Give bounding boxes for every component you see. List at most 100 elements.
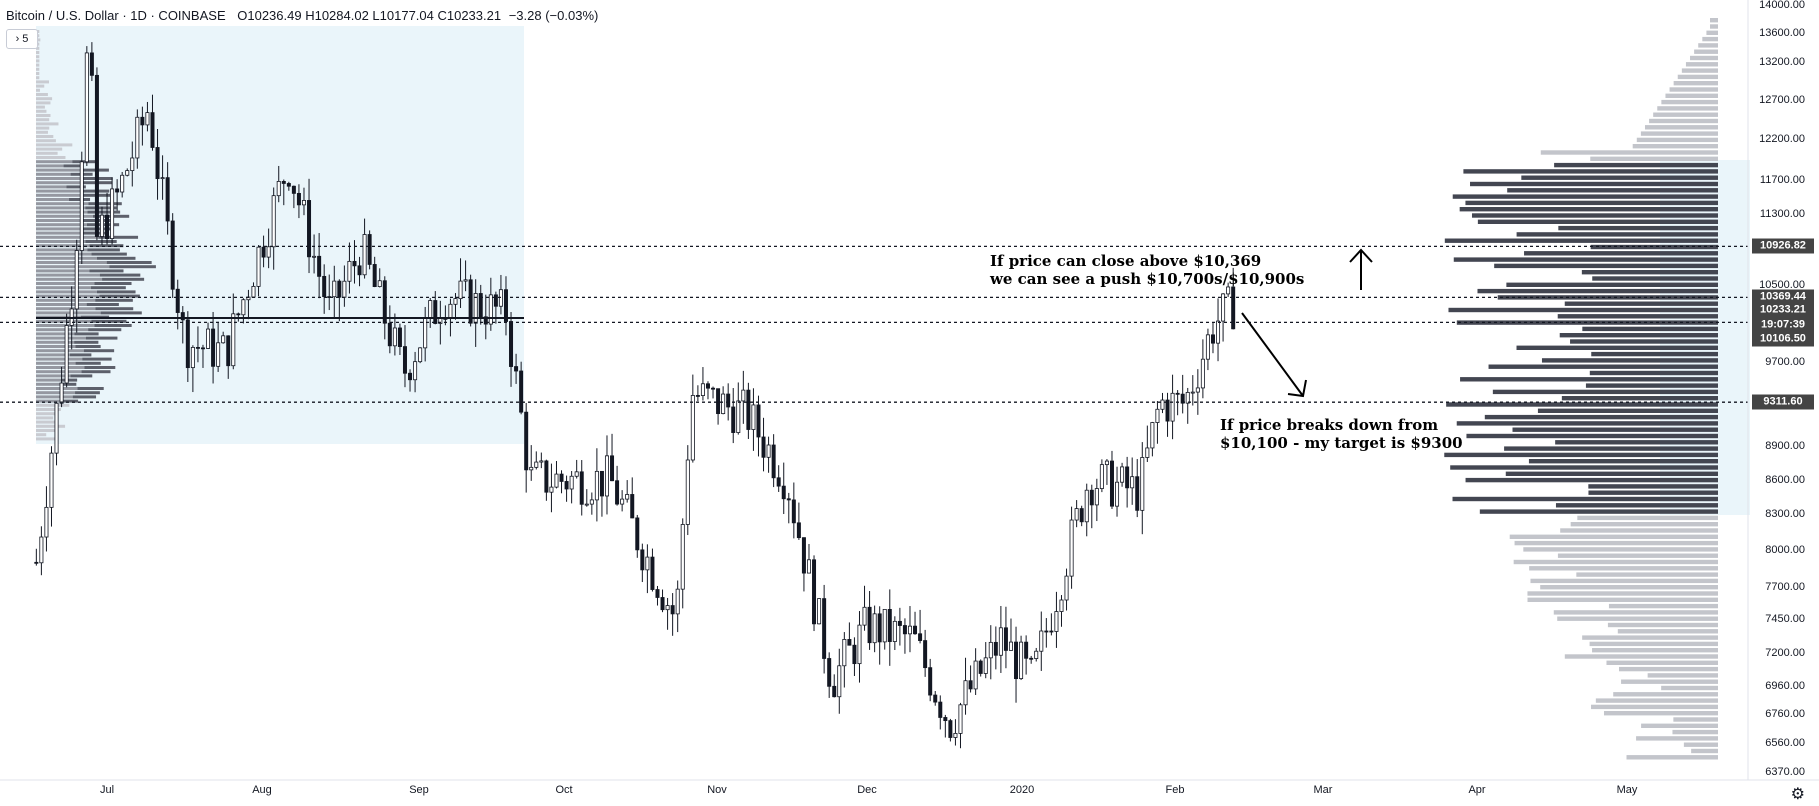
volume-profile-bar [36,130,48,134]
candle-body [948,720,953,738]
candle-body [943,717,948,722]
volume-profile-bar [1505,471,1718,476]
volume-profile-bar [36,114,51,117]
down-arrow [1241,312,1307,398]
volume-profile-bar [1706,30,1718,35]
candle-body [544,460,549,493]
candle-body [852,644,857,665]
candle-body [1140,457,1145,511]
volume-profile-bar [36,282,95,285]
candle-body [175,288,180,313]
candle-body [1216,320,1221,344]
volume-profile-bar [1710,18,1718,23]
volume-profile-bar [36,307,96,311]
candle-body [1226,286,1231,295]
volume-profile-bar [36,416,54,420]
volume-profile-bar [36,227,82,231]
volume-profile-bar [82,357,112,361]
volume-profile-bar [1595,698,1718,703]
volume-profile-bar [36,433,47,437]
symbol-title[interactable]: Bitcoin / U.S. Dollar · 1D · COINBASE [6,8,226,23]
volume-profile-bar [1626,755,1718,760]
volume-profile-bar [1618,666,1718,672]
settings-gear-icon[interactable]: ⚙ [1790,786,1805,803]
candle-body [983,657,988,674]
candle-body [1130,476,1135,489]
volume-profile-bar [1577,515,1718,521]
candle-body [291,185,296,194]
volume-profile-bar [87,248,120,252]
volume-profile-bar [1537,408,1718,413]
candle-body [190,346,195,369]
volume-profile-bar [1564,654,1718,659]
volume-profile-bar [75,391,100,395]
candle-body [796,522,801,539]
volume-profile-bar [1590,244,1718,250]
price-tick-label: 7450.00 [1765,613,1805,626]
volume-profile-bar [87,210,121,214]
candle-body [195,346,200,349]
candle-body [847,639,852,646]
volume-profile-bar [36,248,88,252]
candlestick-series [34,42,1236,749]
candle-body [251,285,256,298]
volume-profile-bar [1448,307,1718,313]
volume-profile-bar [1592,276,1718,281]
time-tick-label: 2020 [1009,784,1035,796]
volume-profile-bar [1647,673,1718,678]
volume-profile-bar [1607,622,1718,628]
time-tick-label: Aug [252,784,272,796]
candle-body [428,300,433,319]
volume-profile-bar [91,319,127,323]
candle-body [99,214,104,237]
indicator-toggle-button[interactable]: › 5 [6,29,38,49]
candle-body [1054,611,1059,632]
volume-profile-bar [1453,257,1718,262]
volume-profile-bar [96,256,136,260]
candle-body [867,606,872,644]
volume-profile-bar [77,387,104,390]
volume-profile-bar [36,223,87,227]
volume-profile-bar [72,395,97,399]
candle-body [1074,508,1079,521]
volume-profile-bar [1516,232,1718,237]
candle-body [94,74,99,237]
candle-body [1205,334,1210,360]
volume-profile-bar [1702,36,1718,42]
candle-body [64,325,69,384]
candle-body [34,561,39,564]
volume-profile-bar [36,353,70,357]
candle-body [1175,392,1180,395]
candle-body [923,640,928,669]
volume-profile-bar [1452,496,1718,502]
candle-body [352,260,357,267]
volume-profile-bar [36,361,76,365]
time-tick-label: Sep [409,784,429,796]
volume-profile-bar [1644,125,1718,130]
volume-profile-bar [66,185,86,189]
candle-body [801,537,806,574]
volume-profile-bar [36,210,88,214]
volume-profile-bar [1683,742,1718,747]
candle-body [564,481,569,490]
candle-body [554,473,559,488]
volume-profile-bar [1673,81,1718,86]
volume-profile-bar [99,273,141,277]
candle-body [584,503,589,506]
price-tick-label: 11700.00 [1759,173,1805,186]
candle-body [347,260,352,282]
volume-profile-bar [74,340,99,344]
volume-profile-bar [36,244,90,248]
volume-profile-bar [36,118,50,122]
candle-body [514,366,519,372]
candle-body [206,328,211,349]
candle-body [1064,575,1069,601]
candle-body [938,701,943,718]
volume-profile-bar [36,193,82,197]
volume-profile-bar [36,349,84,353]
candle-body [170,220,175,290]
candle-body [1115,481,1120,507]
volume-profile-bar [1527,591,1718,596]
volume-profile-bar [1555,440,1718,445]
